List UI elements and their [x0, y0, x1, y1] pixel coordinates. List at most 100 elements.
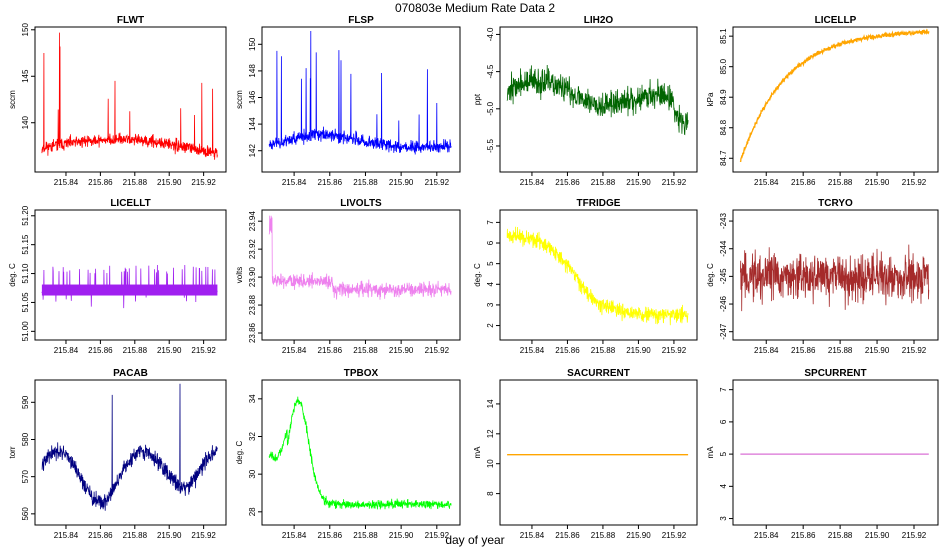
y-axis-label: ppt: [473, 93, 482, 105]
panel-title: TFRIDGE: [577, 198, 621, 209]
y-tick-label: 84.7: [719, 150, 728, 166]
y-tick-label: 34: [248, 394, 257, 403]
x-tick-label: 215.84: [754, 346, 779, 355]
y-tick-label: -5.0: [486, 101, 495, 115]
series-line-licellp: [739, 28, 930, 162]
panel-livolts: LIVOLTS volts 23.86 23.88 23.90 23.92 23.94 215…: [235, 198, 461, 355]
y-axis-label: sccm: [8, 90, 17, 109]
x-tick-label: 215.86: [791, 531, 816, 540]
series-line-pacab: [41, 383, 218, 511]
x-tick-label: 215.92: [425, 346, 450, 355]
plot-frame: [261, 26, 461, 173]
plot-frame: [34, 379, 227, 526]
panel-title: FLSP: [348, 15, 374, 26]
panel-title: LIH2O: [584, 15, 614, 26]
panel-title: TPBOX: [344, 368, 379, 379]
y-axis-label: mA: [706, 446, 715, 459]
y-tick-label: 14: [486, 399, 495, 408]
y-tick-label: 23.92: [248, 239, 257, 260]
panel-title: SPCURRENT: [804, 368, 866, 379]
panel-licellt: LICELLT deg. C 51.00 51.05 51.10 51.15 51.20 21…: [8, 198, 227, 355]
y-axis-label: volts: [235, 267, 244, 283]
plot-frame: [732, 26, 939, 173]
x-tick-label: 215.84: [754, 178, 779, 187]
y-tick-label: 140: [21, 116, 30, 130]
x-tick-label: 215.88: [828, 346, 853, 355]
x-tick-label: 215.92: [902, 346, 927, 355]
y-tick-label: 3: [486, 302, 495, 307]
x-tick-label: 215.92: [662, 346, 687, 355]
x-tick-label: 215.90: [157, 346, 182, 355]
y-tick-label: 32: [248, 431, 257, 440]
y-tick-label: -244: [719, 240, 728, 257]
y-tick-label: -4.5: [486, 64, 495, 78]
y-tick-label: 85.0: [719, 58, 728, 74]
y-tick-label: 51.20: [21, 205, 30, 226]
x-tick-label: 215.92: [425, 531, 450, 540]
x-tick-label: 215.90: [389, 346, 414, 355]
y-tick-label: 4: [719, 484, 728, 489]
x-tick-label: 215.92: [902, 178, 927, 187]
panel-title: FLWT: [117, 15, 144, 26]
x-tick-label: 215.86: [791, 178, 816, 187]
x-tick-label: 215.88: [123, 178, 148, 187]
y-tick-label: 51.00: [21, 321, 30, 342]
y-tick-label: 7: [719, 387, 728, 392]
y-tick-label: -245: [719, 268, 728, 285]
x-tick-label: 215.84: [54, 178, 79, 187]
x-tick-label: 215.88: [353, 178, 378, 187]
y-axis-label: torr: [8, 446, 17, 458]
panel-tpbox: TPBOX deg. C 28 30 32 34 215.84 215.86 215.88 215…: [235, 368, 461, 540]
y-tick-label: 580: [21, 432, 30, 446]
y-tick-label: 30: [248, 469, 257, 478]
y-tick-label: -247: [719, 323, 728, 340]
x-tick-label: 215.92: [191, 346, 216, 355]
panel-tcryo: TCRYO deg. C -247 -246 -245 -244 -243 215.84 215…: [706, 198, 939, 355]
x-tick-label: 215.84: [520, 346, 545, 355]
x-tick-label: 215.92: [191, 178, 216, 187]
x-tick-label: 215.90: [626, 531, 651, 540]
x-tick-label: 215.86: [318, 531, 343, 540]
y-tick-label: 590: [21, 395, 30, 409]
y-tick-label: 142: [248, 143, 257, 157]
x-tick-label: 215.92: [191, 531, 216, 540]
x-tick-label: 215.90: [157, 178, 182, 187]
y-axis-label: deg. C: [235, 440, 244, 464]
y-axis-label: sccm: [235, 90, 244, 109]
x-tick-label: 215.84: [282, 346, 307, 355]
y-axis-label: deg. C: [706, 263, 715, 287]
series-band: [41, 284, 218, 296]
x-tick-label: 215.86: [791, 346, 816, 355]
x-tick-label: 215.92: [425, 178, 450, 187]
y-tick-label: 84.8: [719, 119, 728, 135]
x-tick-label: 215.86: [318, 346, 343, 355]
panel-flsp: FLSP sccm 142 144 146 148 150 215.84 215.86 215.8…: [235, 15, 461, 187]
series-line-lih2o: [506, 64, 689, 136]
plot-frame: [732, 379, 939, 526]
y-tick-label: -4.0: [486, 27, 495, 41]
panel-title: SACURRENT: [567, 368, 630, 379]
y-tick-label: 145: [21, 69, 30, 83]
x-tick-label: 215.92: [902, 531, 927, 540]
x-tick-label: 215.88: [353, 531, 378, 540]
plot-frame: [499, 209, 698, 341]
series-line-flwt: [41, 32, 218, 160]
panel-lih2o: LIH2O ppt -5.5 -5.0 -4.5 -4.0 215.84 215.86 215.…: [473, 15, 698, 187]
x-tick-label: 215.90: [865, 531, 890, 540]
y-tick-label: 23.94: [248, 211, 257, 232]
panel-title: LICELLP: [815, 15, 857, 26]
figure-title: 070803e Medium Rate Data 2: [395, 1, 555, 15]
y-tick-label: 6: [719, 419, 728, 424]
x-tick-label: 215.88: [591, 346, 616, 355]
x-tick-label: 215.88: [123, 531, 148, 540]
x-tick-label: 215.92: [662, 531, 687, 540]
x-tick-label: 215.88: [353, 346, 378, 355]
y-tick-label: 5: [719, 451, 728, 456]
y-tick-label: 150: [248, 37, 257, 51]
x-tick-label: 215.88: [828, 178, 853, 187]
y-tick-label: -243: [719, 213, 728, 230]
panel-flwt: FLWT sccm 140 145 150 215.84 215.86 215.88 215.9…: [8, 15, 227, 187]
panel-title: LICELLT: [110, 198, 150, 209]
y-tick-label: 23.90: [248, 267, 257, 288]
